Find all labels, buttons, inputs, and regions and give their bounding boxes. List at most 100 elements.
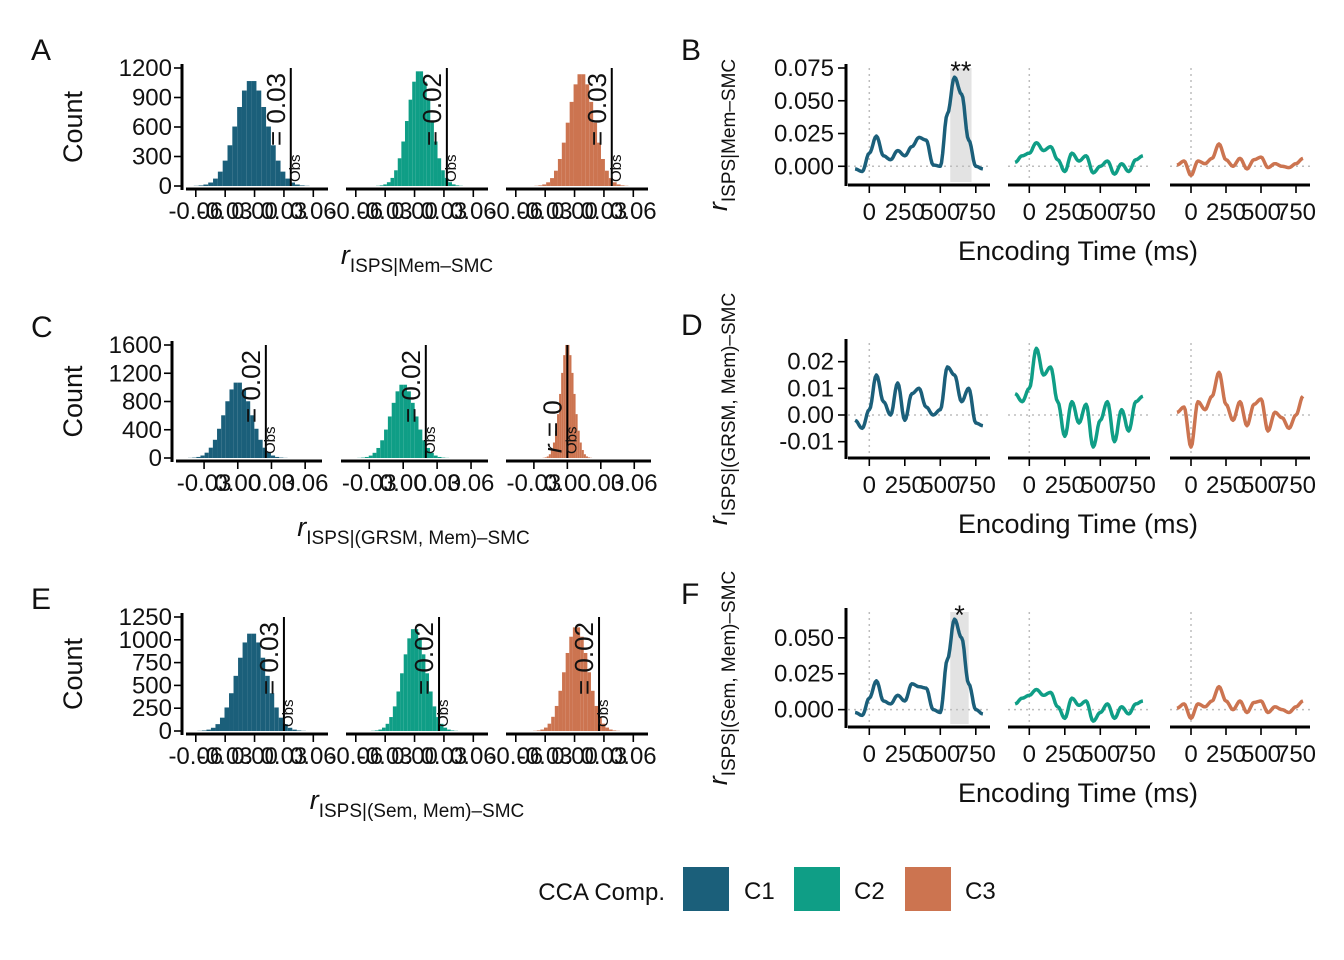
histogram-bar	[237, 106, 242, 186]
observed-label: = 0.02	[417, 73, 447, 146]
x-tick-label: 0.03	[421, 743, 468, 770]
x-tick-label: 0	[1184, 741, 1197, 768]
y-tick-label: 0.025	[774, 661, 834, 688]
observed-value: = 0.02	[236, 350, 266, 423]
observed-sub: Obs	[422, 426, 439, 454]
y-tick-label: 800	[122, 389, 162, 416]
x-tick-label: 500	[1241, 199, 1281, 226]
histogram-bar	[575, 414, 578, 458]
y-tick-label: 1250	[119, 604, 172, 631]
y-tick-label: 400	[122, 417, 162, 444]
histogram-bar	[410, 629, 415, 731]
histogram-bar	[254, 428, 259, 458]
histogram-bar	[569, 636, 573, 731]
x-tick-label: -0.06	[488, 198, 543, 225]
x-axis-title-sub: ISPS|(Sem, Mem)–SMC	[319, 801, 525, 822]
histogram-bar	[415, 71, 420, 186]
x-axis-title-sub: ISPS|(GRSM, Mem)–SMC	[306, 528, 529, 549]
histogram-bar	[376, 447, 381, 458]
x-tick-label: 0.00	[391, 198, 438, 225]
histogram-bar	[572, 627, 577, 731]
x-tick-label: 500	[1241, 472, 1281, 499]
histogram-bar	[379, 185, 384, 186]
histogram-bar	[201, 730, 207, 731]
histogram-bar	[299, 185, 305, 186]
histogram-bar	[418, 638, 422, 731]
x-tick-label: 0.06	[610, 198, 657, 225]
observed-value: = 0.02	[569, 622, 599, 695]
observed-value: = 0	[537, 400, 567, 444]
histogram-bar	[203, 184, 209, 186]
histogram-bar	[251, 633, 257, 731]
histogram-bar	[419, 71, 424, 186]
x-tick-label: 0.03	[261, 198, 308, 225]
histogram-bar	[219, 717, 225, 731]
x-tick-label: 0.06	[450, 198, 497, 225]
x-tick-label: 0.06	[290, 743, 337, 770]
histogram-bar	[295, 184, 300, 186]
histogram-bar	[423, 81, 427, 186]
histogram-bar	[412, 81, 416, 186]
x-tick-label: 0.00	[380, 470, 427, 497]
histogram-bar	[403, 384, 408, 458]
histogram-bar	[229, 389, 234, 458]
y-axis-title-main: r	[703, 515, 733, 525]
histogram-bar	[569, 101, 574, 186]
panel-letter: A	[31, 34, 51, 67]
histogram-bar	[241, 389, 247, 458]
observed-sub: Obs	[280, 699, 297, 727]
y-tick-label: 500	[132, 672, 172, 699]
x-tick-label: 0.03	[577, 470, 624, 497]
observed-value: = 0.02	[396, 350, 426, 423]
x-tick-label: 250	[885, 472, 925, 499]
histogram-bar	[567, 344, 570, 458]
histogram-bar	[372, 452, 377, 458]
histogram-bar	[217, 171, 223, 186]
x-tick-label: 750	[1116, 472, 1156, 499]
y-axis-title-sub: ISPS|(Sem, Mem)–SMC	[719, 571, 740, 777]
series-line	[1176, 142, 1304, 178]
y-tick-label: 750	[132, 650, 172, 677]
histogram-bar	[443, 727, 448, 731]
histogram-bar	[547, 723, 552, 731]
x-tick-label: -0.06	[168, 743, 223, 770]
histogram-bar	[448, 182, 452, 186]
x-axis-title: rISPS|Mem–SMC	[341, 240, 493, 277]
x-tick-label: 0.00	[544, 470, 591, 497]
histogram-bar	[565, 344, 568, 458]
histogram-bar	[425, 673, 430, 731]
histogram-bar	[206, 729, 211, 731]
histogram-bar	[609, 729, 613, 731]
observed-label: = 0.02	[569, 622, 599, 695]
panel-e: E025050075010001250Count-0.06-0.030.000.…	[31, 583, 657, 822]
y-tick-label: 0.000	[774, 153, 834, 180]
histogram-bar	[437, 158, 442, 186]
histogram-bar	[562, 672, 566, 731]
y-tick-label: 1600	[109, 332, 162, 359]
legend-label-c1: C1	[744, 878, 775, 905]
histogram-bar	[200, 455, 205, 458]
x-tick-label: 750	[956, 199, 996, 226]
histogram-bar	[290, 182, 296, 186]
histogram-bar	[554, 430, 558, 458]
series-line	[854, 365, 984, 431]
series-line	[1176, 370, 1305, 449]
histogram-bar	[397, 158, 402, 186]
x-tick-label: 750	[1276, 741, 1316, 768]
significance-marker: *	[954, 600, 965, 630]
y-tick-label: 300	[132, 144, 172, 171]
histogram-bar	[212, 439, 218, 458]
x-tick-label: 750	[956, 741, 996, 768]
histogram-bar	[587, 457, 590, 458]
panel-d: D -0.010.000.010.02 rISPS|(GRSM, Mem)–SMC 0…	[681, 293, 1316, 539]
histogram-bar	[581, 74, 586, 186]
histogram-bar	[250, 415, 255, 458]
y-tick-label: -0.01	[779, 429, 834, 456]
histogram-bar	[569, 355, 572, 458]
x-tick-label: 0.03	[414, 470, 461, 497]
